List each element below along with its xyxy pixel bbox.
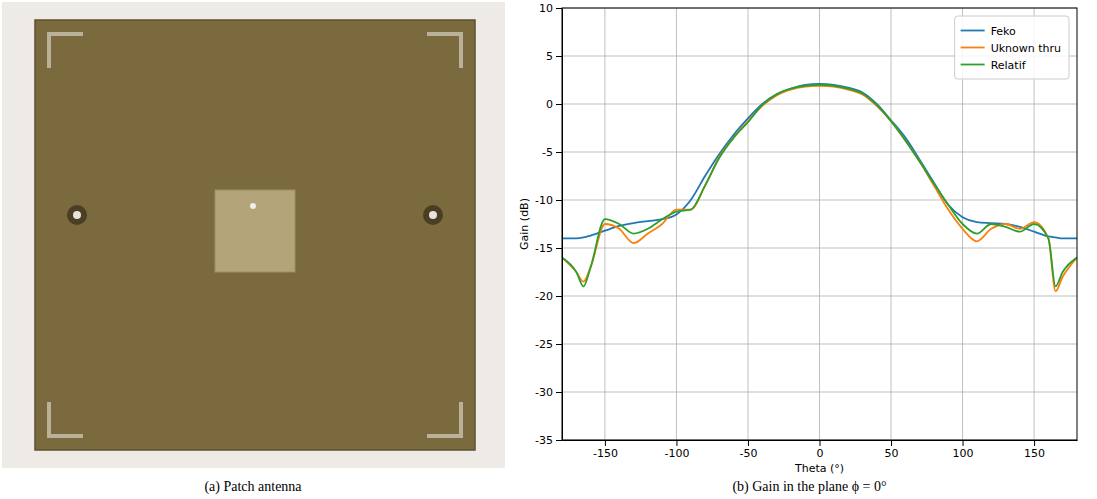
tick: 100 [953,440,974,460]
series-line [562,86,1077,291]
tick-mark [820,440,821,446]
tick-mark [1034,440,1035,446]
caption: (a) Patch antenna [204,479,302,495]
tick-mark [556,56,562,57]
grid-line [562,200,1077,201]
tick: 0 [817,440,824,460]
grid [562,8,1077,440]
caption: (b) Gain in the plane ϕ = 0° [732,479,886,495]
axis-title: Gain (dB) [518,198,531,250]
antenna-illustration [2,2,505,468]
corner-mark [49,402,83,436]
grid-line [562,152,1077,153]
tick-mark [556,248,562,249]
figure: (a) Patch antenna-150-100-50050100150-35… [0,0,1097,499]
tick-label: -35 [535,434,553,447]
tick-label: 0 [546,98,553,111]
tick-mark [556,440,562,441]
grid-line [562,104,1077,105]
patch [215,190,295,272]
series-line [562,85,1077,287]
grid-line [562,248,1077,249]
tick-mark [556,104,562,105]
tick-label: -150 [593,447,618,460]
grid-line [562,392,1077,393]
tick: -50 [739,440,757,460]
axis-title: Theta (°) [794,462,844,475]
tick: -25 [535,338,562,351]
tick-mark [891,440,892,446]
legend-swatch [961,30,985,32]
grid-line [562,344,1077,345]
tick-label: 150 [1024,447,1045,460]
grid-line [676,8,677,440]
tick: 150 [1024,440,1045,460]
pcb-board [35,20,475,450]
tick-label: -25 [535,338,553,351]
tick: -150 [593,440,618,460]
x-axis: -150 -100 -50 0 50 100 150 [563,440,1078,460]
tick-mark [556,200,562,201]
tick-mark [556,392,562,393]
tick: -35 [535,434,562,447]
grid-line [562,296,1077,297]
tick: 0 [546,98,562,111]
tick-mark [556,344,562,345]
tick: 50 [885,440,899,460]
grid-line [819,8,820,440]
tick-mark [963,440,964,446]
tick-label: -30 [535,386,553,399]
tick-mark [748,440,749,446]
corner-mark [49,34,83,68]
tick: -100 [664,440,689,460]
grid-line [891,8,892,440]
chart: -150-100-50050100150-35-30-25-20-15-10-5… [518,2,1077,475]
grid-line [747,8,748,440]
tick: -20 [535,290,562,303]
photo-background [2,2,505,468]
hole-ring [67,205,87,225]
tick-label: 5 [546,50,553,63]
legend-box [955,16,1069,79]
series-line [562,84,1077,239]
tick-mark [556,152,562,153]
hole-ring [423,205,443,225]
legend-label: Relatif [991,59,1027,72]
tick-label: -20 [535,290,553,303]
tick-label: -50 [739,447,757,460]
tick-mark [605,440,606,446]
tick-label: 50 [885,447,899,460]
tick: -15 [535,242,562,255]
plot-area [562,84,1077,291]
tick: -5 [542,146,562,159]
tick-label: -15 [535,242,553,255]
legend-swatch [961,64,985,66]
tick-mark [676,440,677,446]
legend-swatch [961,47,985,49]
tick-label: 0 [817,447,824,460]
corner-mark [427,402,461,436]
tick-label: -5 [542,146,553,159]
hole [73,211,81,219]
hole [429,211,437,219]
feed-point [250,203,256,209]
tick: -10 [535,194,562,207]
tick-label: -10 [535,194,553,207]
tick: 10 [539,2,562,15]
legend: Feko Uknown thru Relatif [955,16,1069,79]
tick-label: 10 [539,2,553,15]
legend-label: Uknown thru [991,42,1061,55]
tick-label: -100 [664,447,689,460]
tick-label: 100 [953,447,974,460]
corner-mark [427,34,461,68]
plot-frame [562,8,1077,440]
tick: 5 [546,50,562,63]
legend-label: Feko [991,25,1016,38]
plot-background [562,8,1077,440]
y-axis: -35 -30 -25 -20 -15 -10 -5 0 5 10 [535,2,562,447]
tick: -30 [535,386,562,399]
tick-mark [556,8,562,9]
tick-mark [556,296,562,297]
